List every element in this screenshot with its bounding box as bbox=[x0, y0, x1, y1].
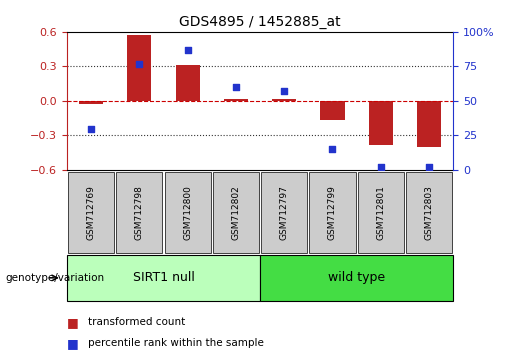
Text: GSM712801: GSM712801 bbox=[376, 185, 385, 240]
Text: genotype/variation: genotype/variation bbox=[5, 273, 104, 283]
Bar bbox=[417, 101, 441, 147]
Point bbox=[135, 61, 144, 67]
Point bbox=[425, 164, 433, 170]
Bar bbox=[176, 65, 200, 101]
Bar bbox=[79, 101, 103, 104]
Text: GSM712798: GSM712798 bbox=[135, 185, 144, 240]
Bar bbox=[224, 98, 248, 101]
Text: GSM712799: GSM712799 bbox=[328, 185, 337, 240]
Bar bbox=[127, 35, 151, 101]
Bar bbox=[320, 101, 345, 120]
Text: GSM712803: GSM712803 bbox=[424, 185, 434, 240]
Text: GSM712800: GSM712800 bbox=[183, 185, 192, 240]
Point bbox=[87, 126, 95, 131]
Text: transformed count: transformed count bbox=[88, 317, 185, 327]
Bar bbox=[272, 98, 296, 101]
Text: GSM712797: GSM712797 bbox=[280, 185, 289, 240]
Point bbox=[280, 88, 288, 94]
Text: GSM712769: GSM712769 bbox=[87, 185, 96, 240]
Point bbox=[329, 147, 337, 152]
Text: ■: ■ bbox=[67, 337, 79, 350]
Text: percentile rank within the sample: percentile rank within the sample bbox=[88, 338, 264, 348]
Text: ■: ■ bbox=[67, 316, 79, 329]
Bar bbox=[369, 101, 393, 144]
Text: wild type: wild type bbox=[328, 272, 385, 284]
Title: GDS4895 / 1452885_at: GDS4895 / 1452885_at bbox=[179, 16, 341, 29]
Point bbox=[376, 164, 385, 170]
Point bbox=[183, 47, 192, 53]
Text: GSM712802: GSM712802 bbox=[231, 185, 241, 240]
Point bbox=[232, 84, 240, 90]
Text: SIRT1 null: SIRT1 null bbox=[132, 272, 195, 284]
